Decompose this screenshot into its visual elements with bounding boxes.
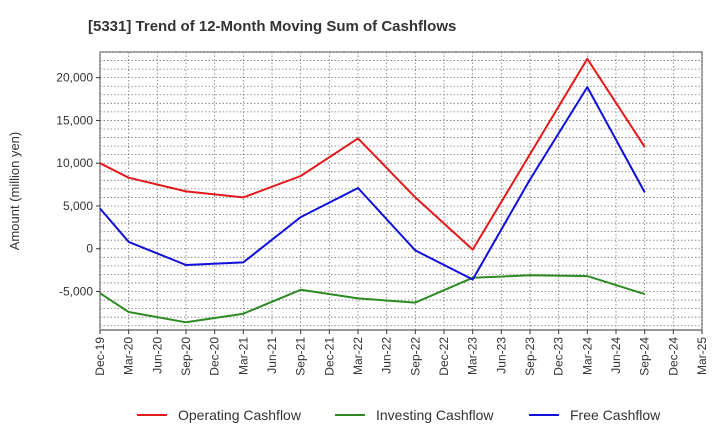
x-tick-label: Sep-24 — [638, 337, 652, 376]
x-tick-label: Dec-23 — [552, 337, 566, 376]
y-tick-label: 0 — [86, 242, 93, 256]
x-tick-label: Dec-24 — [666, 337, 680, 376]
y-tick-label: 15,000 — [56, 113, 93, 127]
legend-label: Free Cashflow — [570, 407, 661, 423]
x-tick-label: Mar-20 — [122, 337, 136, 375]
x-tick-label: Jun-22 — [380, 337, 394, 374]
x-tick-label: Jun-23 — [494, 337, 508, 374]
x-tick-label: Dec-22 — [437, 337, 451, 376]
legend-label: Operating Cashflow — [178, 407, 302, 423]
x-tick-label: Sep-20 — [179, 337, 193, 376]
x-tick-label: Mar-24 — [580, 337, 594, 375]
legend-label: Investing Cashflow — [376, 407, 494, 423]
free-cashflow-line — [99, 86, 646, 281]
gridlines — [99, 51, 703, 330]
x-tick-label: Mar-22 — [351, 337, 365, 375]
x-tick-label: Mar-23 — [466, 337, 480, 375]
legend: Operating Cashflow Investing Cashflow Free… — [137, 407, 661, 423]
x-tick-label: Sep-23 — [523, 337, 537, 376]
legend-item-operating-cashflow: Operating Cashflow — [137, 407, 302, 423]
legend-item-free-cashflow: Free Cashflow — [529, 407, 661, 423]
y-axis-ticks: -5,000 0 5,000 10,000 15,000 20,000 — [56, 71, 100, 299]
investing-cashflow-line — [99, 274, 645, 324]
chart-title: [5331] Trend of 12-Month Moving Sum of C… — [88, 18, 456, 35]
x-tick-label: Dec-19 — [93, 337, 107, 376]
y-axis-label: Amount (million yen) — [7, 132, 22, 251]
plot-area — [99, 51, 703, 331]
x-tick-label: Jun-21 — [265, 337, 279, 374]
x-tick-label: Dec-20 — [208, 337, 222, 376]
x-axis-ticks: Dec-19 Mar-20 Jun-20 Sep-20 Dec-20 Mar-21 Jun-… — [93, 330, 709, 376]
x-tick-label: Dec-21 — [322, 337, 336, 376]
plot-frame — [99, 51, 703, 331]
operating-cashflow-line — [99, 57, 646, 251]
x-tick-label: Jun-24 — [609, 337, 623, 374]
x-tick-label: Sep-21 — [294, 337, 308, 376]
y-tick-label: 10,000 — [56, 156, 93, 170]
series-lines — [99, 57, 646, 324]
x-tick-label: Mar-25 — [695, 337, 709, 375]
legend-item-investing-cashflow: Investing Cashflow — [335, 407, 494, 423]
x-tick-label: Jun-20 — [150, 337, 164, 374]
y-tick-label: -5,000 — [59, 285, 93, 299]
x-tick-label: Mar-21 — [236, 337, 250, 375]
y-tick-label: 5,000 — [63, 199, 93, 213]
x-tick-label: Sep-22 — [408, 337, 422, 376]
y-tick-label: 20,000 — [56, 71, 93, 85]
